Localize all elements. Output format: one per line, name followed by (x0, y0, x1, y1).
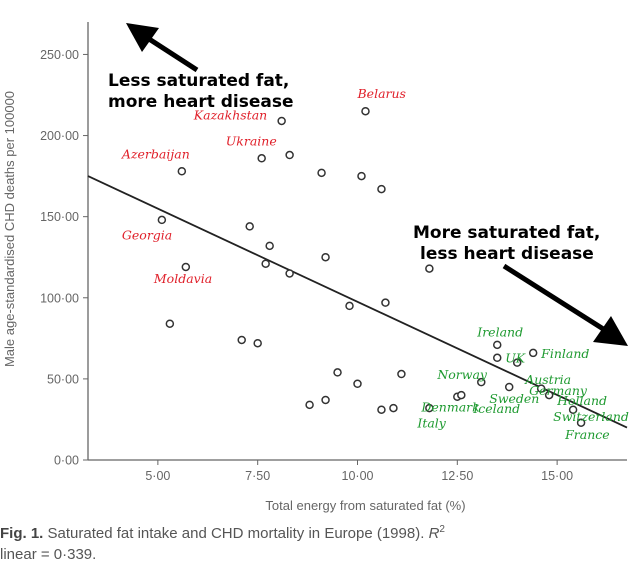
data-point (245, 222, 254, 231)
country-label: Georgia (122, 227, 172, 242)
caption-line-2: linear = 0·339. (0, 546, 97, 563)
annotation-text: more heart disease (108, 92, 294, 112)
data-point (305, 400, 314, 410)
data-point (333, 368, 342, 377)
data-point (528, 348, 538, 358)
data-point (425, 264, 434, 273)
y-tick-label: 50·00 (47, 372, 79, 386)
data-point (261, 259, 270, 268)
data-point (457, 390, 466, 400)
y-tick-label: 0·00 (54, 454, 79, 468)
caption-r2-symbol: R (428, 525, 440, 542)
data-point (345, 301, 354, 311)
data-point (253, 338, 262, 348)
caption-text: Saturated fat intake and CHD mortality i… (47, 525, 425, 542)
y-tick-label: 150·00 (40, 210, 79, 224)
data-point (377, 184, 386, 194)
data-point (321, 395, 330, 405)
data-point (381, 298, 390, 307)
data-point (257, 154, 266, 163)
annotation-text: Less saturated fat, (108, 71, 289, 91)
x-axis-title: Total energy from saturated fat (%) (265, 498, 465, 513)
x-tick-label: 7·50 (245, 469, 270, 483)
country-label: Sweden (489, 391, 539, 406)
data-point (576, 418, 586, 427)
data-point (504, 382, 514, 392)
country-label: Ireland (476, 325, 523, 340)
data-point (377, 405, 386, 414)
country-label: Germany (529, 383, 588, 398)
caption-fig-label: Fig. 1. (0, 525, 44, 542)
annotation-text: More saturated fat, (413, 223, 600, 243)
caption-r2-sup: 2 (439, 524, 445, 535)
data-point (492, 340, 502, 350)
country-label: Kazakhstan (193, 107, 267, 122)
data-point (285, 269, 294, 278)
x-tick-label: 12·50 (441, 469, 473, 483)
data-point (181, 262, 191, 272)
annotation-text: less heart disease (420, 244, 594, 264)
data-point (177, 166, 187, 176)
arrow-down-right-shaft (502, 263, 610, 335)
data-point (277, 116, 286, 126)
y-tick-label: 100·00 (40, 291, 79, 305)
arrow-up-left-shaft (144, 34, 199, 73)
x-tick-label: 5·00 (145, 469, 170, 483)
data-point (536, 384, 546, 393)
x-tick-label: 10·00 (342, 469, 374, 483)
data-point (361, 106, 370, 116)
data-point (357, 171, 366, 181)
data-point (389, 403, 398, 413)
scatter-chart: 0·00 50·00 100·00 150·00 200·00 250·00 5·00 7·5… (2, 22, 629, 513)
data-point (477, 377, 486, 387)
caption-line-1: Fig. 1. Saturated fat intake and CHD mor… (0, 523, 629, 544)
y-tick-label: 200·00 (40, 129, 79, 143)
data-point (425, 403, 434, 413)
country-label: Finland (540, 346, 589, 361)
data-point (568, 405, 578, 414)
country-label: Austria (524, 372, 571, 387)
data-point (317, 168, 326, 178)
y-tick-label: 250·00 (40, 48, 79, 62)
country-label: Norway (436, 367, 488, 382)
country-label: Ukraine (226, 133, 277, 148)
country-label: Moldavia (153, 271, 212, 286)
arrow-up-left-head (126, 23, 159, 52)
arrow-down-right-head (593, 316, 628, 346)
data-point (492, 353, 502, 363)
country-label: Switzerland (553, 409, 629, 424)
data-point (397, 369, 406, 379)
country-label: Denmark (420, 399, 479, 414)
country-label: France (564, 427, 610, 442)
country-label: UK (505, 351, 526, 366)
data-point (265, 241, 274, 251)
data-point (165, 319, 175, 328)
trend-line (87, 175, 628, 429)
x-tick-label: 15·00 (541, 469, 573, 483)
data-point (157, 215, 167, 225)
country-label: Iceland (472, 401, 520, 416)
figure-caption: Fig. 1. Saturated fat intake and CHD mor… (0, 523, 629, 565)
data-point (285, 150, 294, 160)
country-label: Holland (556, 393, 607, 408)
data-point (512, 358, 522, 367)
country-label: Italy (416, 416, 446, 431)
data-point (237, 335, 246, 345)
y-axis-title: Male age-standardised CHD deaths per 100… (2, 91, 17, 367)
country-label: Belarus (357, 86, 406, 101)
country-label: Azerbaijan (121, 146, 190, 161)
data-point (544, 390, 554, 400)
data-point (353, 379, 362, 389)
data-point (321, 252, 330, 262)
